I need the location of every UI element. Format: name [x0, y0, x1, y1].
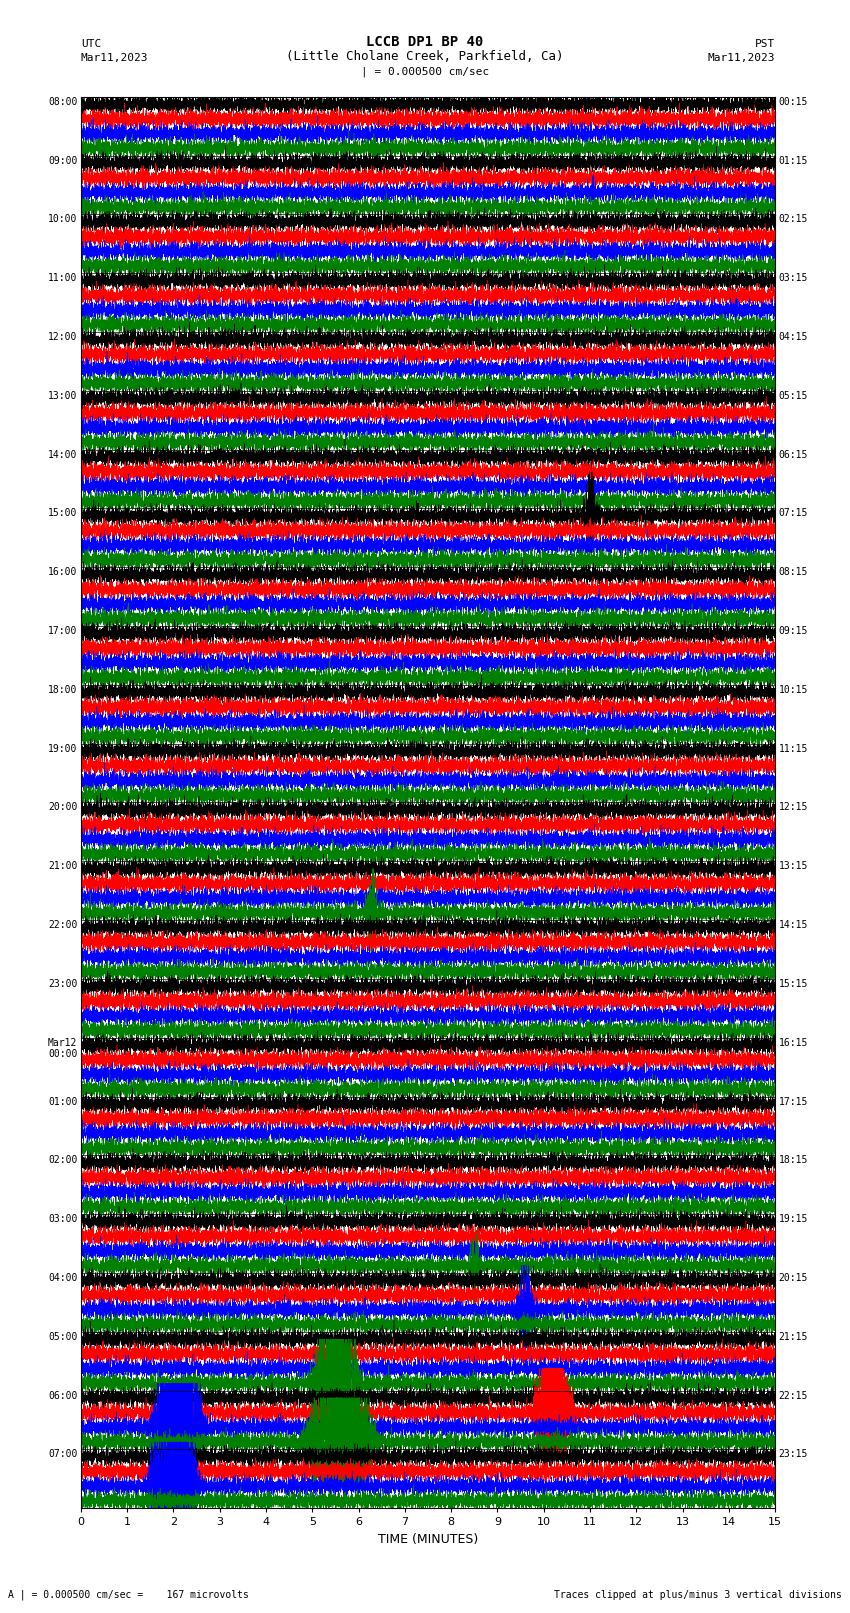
- Text: 19:00: 19:00: [48, 744, 77, 753]
- Text: 12:15: 12:15: [779, 803, 808, 813]
- Text: 15:00: 15:00: [48, 508, 77, 518]
- Text: 18:15: 18:15: [779, 1155, 808, 1165]
- Text: 05:00: 05:00: [48, 1332, 77, 1342]
- Text: 04:00: 04:00: [48, 1273, 77, 1282]
- Text: 09:15: 09:15: [779, 626, 808, 636]
- Text: 02:15: 02:15: [779, 215, 808, 224]
- Text: 20:00: 20:00: [48, 803, 77, 813]
- Text: Mar11,2023: Mar11,2023: [708, 53, 775, 63]
- Text: 21:00: 21:00: [48, 861, 77, 871]
- Text: 22:15: 22:15: [779, 1390, 808, 1400]
- Text: 00:15: 00:15: [779, 97, 808, 106]
- Text: 21:15: 21:15: [779, 1332, 808, 1342]
- Text: 03:00: 03:00: [48, 1215, 77, 1224]
- Text: 08:15: 08:15: [779, 568, 808, 577]
- Text: 08:00: 08:00: [48, 97, 77, 106]
- Text: 22:00: 22:00: [48, 919, 77, 931]
- Text: 23:15: 23:15: [779, 1450, 808, 1460]
- Text: 14:00: 14:00: [48, 450, 77, 460]
- Text: 13:00: 13:00: [48, 390, 77, 400]
- Text: 16:00: 16:00: [48, 568, 77, 577]
- Text: 01:15: 01:15: [779, 155, 808, 166]
- Text: 10:00: 10:00: [48, 215, 77, 224]
- Text: 13:15: 13:15: [779, 861, 808, 871]
- Text: 16:15: 16:15: [779, 1037, 808, 1048]
- Text: 14:15: 14:15: [779, 919, 808, 931]
- Text: 07:00: 07:00: [48, 1450, 77, 1460]
- Text: 10:15: 10:15: [779, 686, 808, 695]
- X-axis label: TIME (MINUTES): TIME (MINUTES): [378, 1532, 478, 1545]
- Text: Mar11,2023: Mar11,2023: [81, 53, 148, 63]
- Text: LCCB DP1 BP 40: LCCB DP1 BP 40: [366, 35, 484, 50]
- Text: 19:15: 19:15: [779, 1215, 808, 1224]
- Text: (Little Cholane Creek, Parkfield, Ca): (Little Cholane Creek, Parkfield, Ca): [286, 50, 564, 63]
- Text: 06:00: 06:00: [48, 1390, 77, 1400]
- Text: 05:15: 05:15: [779, 390, 808, 400]
- Text: UTC: UTC: [81, 39, 101, 48]
- Text: 18:00: 18:00: [48, 686, 77, 695]
- Text: 17:15: 17:15: [779, 1097, 808, 1107]
- Text: 11:00: 11:00: [48, 273, 77, 284]
- Text: 09:00: 09:00: [48, 155, 77, 166]
- Text: A | = 0.000500 cm/sec =    167 microvolts: A | = 0.000500 cm/sec = 167 microvolts: [8, 1589, 249, 1600]
- Text: 20:15: 20:15: [779, 1273, 808, 1282]
- Text: 06:15: 06:15: [779, 450, 808, 460]
- Text: 04:15: 04:15: [779, 332, 808, 342]
- Text: 02:00: 02:00: [48, 1155, 77, 1165]
- Text: Traces clipped at plus/minus 3 vertical divisions: Traces clipped at plus/minus 3 vertical …: [553, 1590, 842, 1600]
- Text: 07:15: 07:15: [779, 508, 808, 518]
- Text: 01:00: 01:00: [48, 1097, 77, 1107]
- Text: | = 0.000500 cm/sec: | = 0.000500 cm/sec: [361, 66, 489, 77]
- Text: 11:15: 11:15: [779, 744, 808, 753]
- Text: 03:15: 03:15: [779, 273, 808, 284]
- Text: 17:00: 17:00: [48, 626, 77, 636]
- Text: 23:00: 23:00: [48, 979, 77, 989]
- Text: 12:00: 12:00: [48, 332, 77, 342]
- Text: 15:15: 15:15: [779, 979, 808, 989]
- Text: PST: PST: [755, 39, 775, 48]
- Text: Mar12
00:00: Mar12 00:00: [48, 1037, 77, 1060]
